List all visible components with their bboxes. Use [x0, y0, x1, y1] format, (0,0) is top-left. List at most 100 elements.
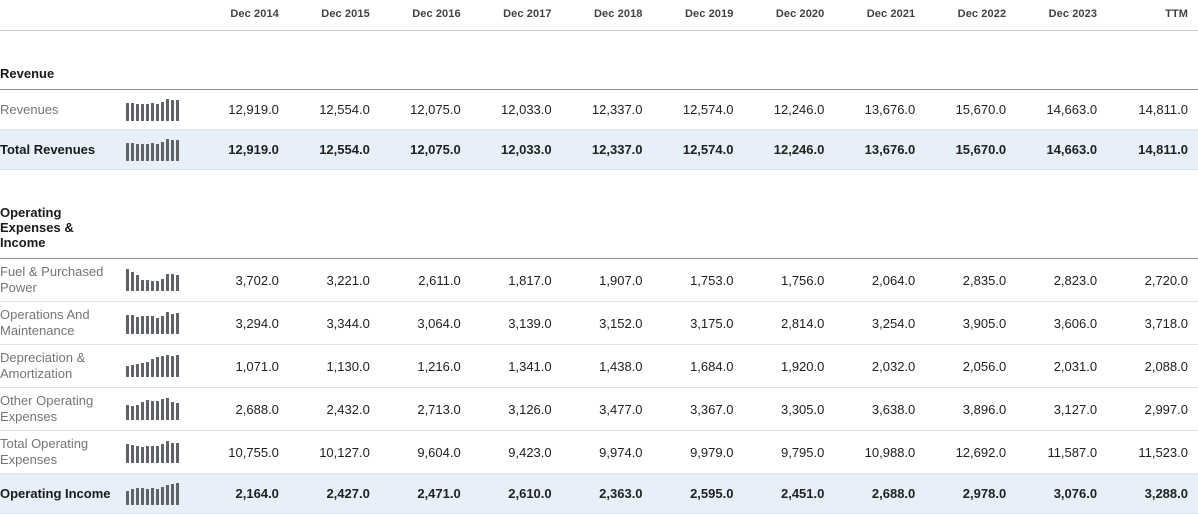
sparkline-chart	[126, 138, 179, 161]
sparkline-bar	[161, 316, 164, 334]
sparkline-bar	[136, 317, 139, 334]
value-cell: 3,254.0	[871, 315, 916, 331]
sparkline-bar	[131, 102, 134, 121]
sparkline-bar	[136, 446, 139, 463]
value-cell: 2,164.0	[235, 486, 279, 501]
sparkline-bar	[151, 446, 154, 463]
sparkline-bar	[176, 443, 179, 463]
value-cell: 3,152.0	[599, 315, 643, 331]
sparkline-bar	[176, 355, 179, 377]
row-label: Operating Income	[0, 485, 111, 501]
sparkline-chart	[126, 312, 179, 334]
sparkline-bar	[151, 401, 154, 420]
table-row-revenues[interactable]: Revenues 12,919.0 12,554.0 12,075.0 12,033.0…	[0, 90, 1198, 130]
section-title: Revenue	[0, 66, 55, 81]
sparkline-bar	[136, 143, 139, 161]
value-cell: 3,905.0	[962, 315, 1007, 331]
value-cell: 3,139.0	[508, 315, 552, 331]
sparkline-bar	[126, 444, 129, 463]
table-row-fuel-purchased-power[interactable]: Fuel & Purchased Power 3,702.0 3,221.0 2,61…	[0, 259, 1198, 302]
table-row-other-operating-expenses[interactable]: Other Operating Expenses 2,688.0 2,432.0 2,…	[0, 388, 1198, 431]
sparkline-bar	[131, 488, 134, 505]
table-row-operations-and-maintenance[interactable]: Operations And Maintenance 3,294.0 3,344.0…	[0, 302, 1198, 345]
value-cell: 2,064.0	[871, 272, 916, 288]
sparkline-bar	[146, 143, 149, 161]
value-cell: 2,451.0	[780, 486, 825, 501]
value-cell: 3,367.0	[690, 401, 734, 417]
column-header-dec-2023: Dec 2023	[1048, 8, 1098, 20]
value-cell: 3,606.0	[1053, 315, 1098, 331]
table-row-operating-income[interactable]: Operating Income 2,164.0 2,427.0 2,471.0 2,6…	[0, 474, 1198, 514]
value-cell: 11,523.0	[1138, 444, 1188, 460]
sparkline-chart	[126, 482, 179, 505]
sparkline-bar	[131, 315, 134, 334]
sparkline-bar	[176, 275, 179, 291]
row-label: Depreciation & Amortization	[0, 350, 86, 381]
sparkline-bar	[161, 356, 164, 377]
value-cell: 3,718.0	[1144, 315, 1188, 331]
column-header-dec-2021: Dec 2021	[866, 8, 916, 20]
value-cell: 2,611.0	[418, 272, 461, 288]
sparkline-bar	[166, 441, 169, 463]
table-row-total-revenues[interactable]: Total Revenues 12,919.0 12,554.0 12,075.0 12…	[0, 130, 1198, 170]
sparkline-bar	[146, 316, 149, 334]
value-cell: 13,676.0	[864, 142, 916, 157]
column-header-row: Dec 2014 Dec 2015 Dec 2016 Dec 2017 Dec 2018…	[0, 0, 1198, 31]
value-cell: 2,978.0	[962, 486, 1007, 501]
sparkline-bar	[156, 103, 159, 121]
value-cell: 10,755.0	[228, 444, 279, 460]
sparkline-bar	[131, 406, 134, 420]
value-cell: 1,071.0	[235, 358, 279, 374]
value-cell: 9,423.0	[508, 444, 552, 460]
value-cell: 14,811.0	[1138, 142, 1188, 157]
sparkline-bar	[156, 446, 159, 463]
value-cell: 3,896.0	[962, 401, 1007, 417]
value-cell: 1,907.0	[599, 272, 643, 288]
value-cell: 2,720.0	[1144, 272, 1188, 288]
sparkline-cell	[120, 312, 198, 334]
value-cell: 14,811.0	[1138, 102, 1188, 117]
value-cell: 3,076.0	[1053, 486, 1098, 501]
section-header-row: Operating Expenses & Income	[0, 201, 1198, 259]
value-cell: 3,305.0	[780, 401, 825, 417]
sparkline-chart	[126, 398, 179, 420]
value-cell: 3,175.0	[690, 315, 734, 331]
value-cell: 3,638.0	[871, 401, 916, 417]
sparkline-bar	[141, 280, 144, 291]
row-label: Other Operating Expenses	[0, 393, 94, 424]
value-cell: 1,756.0	[780, 272, 825, 288]
value-cell: 9,604.0	[417, 444, 461, 460]
value-cell: 12,919.0	[228, 142, 279, 157]
sparkline-cell	[120, 441, 198, 463]
column-header-ttm: TTM	[1165, 8, 1188, 20]
sparkline-chart	[126, 355, 179, 377]
sparkline-bar	[131, 365, 134, 377]
value-cell: 1,216.0	[417, 358, 461, 374]
value-cell: 2,814.0	[780, 315, 825, 331]
sparkline-bar	[141, 143, 144, 161]
value-cell: 3,288.0	[1144, 486, 1188, 501]
sparkline-bar	[166, 98, 169, 121]
row-label: Total Revenues	[0, 141, 96, 157]
sparkline-bar	[151, 102, 154, 121]
sparkline-bar	[156, 281, 159, 291]
value-cell: 10,988.0	[864, 444, 916, 460]
sparkline-chart	[126, 98, 179, 121]
sparkline-bar	[156, 401, 159, 420]
section-operating-expenses-income: Operating Expenses & Income Fuel & Purcha…	[0, 201, 1198, 514]
sparkline-cell	[120, 398, 198, 420]
value-cell: 2,835.0	[962, 272, 1007, 288]
value-cell: 2,713.0	[417, 401, 461, 417]
table-row-depreciation-amortization[interactable]: Depreciation & Amortization 1,071.0 1,130.…	[0, 345, 1198, 388]
value-cell: 3,702.0	[235, 272, 279, 288]
table-row-total-operating-expenses[interactable]: Total Operating Expenses 10,755.0 10,127.0…	[0, 431, 1198, 474]
value-cell: 9,974.0	[599, 444, 643, 460]
sparkline-bar	[161, 101, 164, 121]
value-cell: 2,427.0	[326, 486, 370, 501]
sparkline-bar	[171, 356, 174, 377]
sparkline-bar	[141, 402, 144, 420]
sparkline-bar	[166, 138, 169, 161]
value-cell: 12,574.0	[682, 142, 734, 157]
section-revenue: Revenue Revenues 12,919.0 12,554.0 12,075.0 1…	[0, 62, 1198, 170]
